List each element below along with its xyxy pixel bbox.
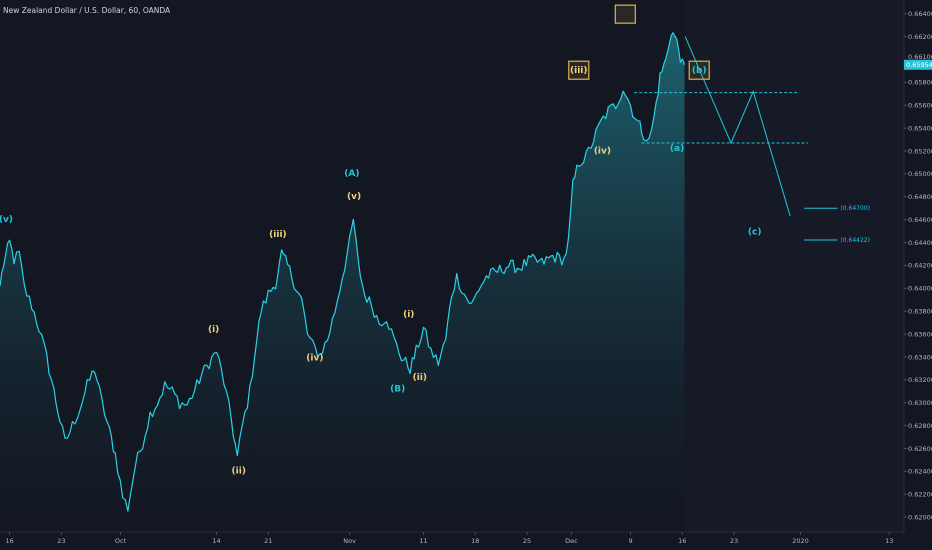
wave-box	[614, 4, 636, 24]
last-price-label: 0.65954	[906, 61, 932, 69]
x-tick-label: 23	[730, 537, 738, 545]
wave-label: (ii)	[232, 467, 246, 477]
wave-label: (A)	[344, 169, 359, 179]
x-tick-label: 21	[264, 537, 272, 545]
wave-label: (v)	[347, 192, 361, 202]
price-area-fill	[0, 32, 685, 532]
x-axis-ticks: 16 23 Oct 14 21 Nov 11 18 25 Dec 9 16 23 2020 13	[5, 532, 893, 545]
wave-label: (i)	[403, 310, 414, 320]
wave-label: (iii)	[269, 230, 286, 240]
target-level-label: (0.64700)	[840, 205, 870, 212]
wave-label: (i)	[208, 325, 219, 335]
wave-labels: (v) (i) (ii) (iii) (iv) (A) (v) (i) (ii) (B) (iii)…	[0, 66, 762, 477]
partial-price-label: 0.66100	[908, 53, 932, 61]
x-tick-label: Oct	[115, 537, 127, 545]
x-tick-label: 16	[678, 537, 686, 545]
projection-lines	[684, 36, 791, 217]
y-axis-panel	[904, 0, 932, 532]
x-tick-label: 14	[212, 537, 220, 545]
future-shade	[684, 0, 904, 532]
x-axis-panel	[0, 532, 932, 550]
target-level-label: (0.64422)	[840, 237, 870, 244]
projection-path	[684, 36, 791, 217]
price-series	[0, 32, 686, 512]
wave-label: (v)	[0, 215, 13, 225]
wave-label: (c)	[748, 228, 762, 238]
level-lines	[634, 92, 808, 144]
x-tick-label: 16	[5, 537, 13, 545]
x-tick-label: 23	[57, 537, 65, 545]
wave-label: (a)	[670, 144, 684, 154]
x-tick-label: 13	[885, 537, 893, 545]
x-tick-label: Nov	[343, 537, 356, 545]
target-labels: (0.64700) (0.64422)	[804, 205, 870, 244]
wave-label: (iv)	[306, 353, 323, 363]
wave-box	[688, 60, 710, 80]
wave-label: (B)	[390, 384, 405, 394]
wave-label: (iii)	[570, 66, 587, 76]
wave-label: (b)	[692, 66, 707, 76]
last-price-badge	[904, 59, 932, 70]
x-tick-label: 2020	[792, 537, 809, 545]
x-tick-label: 11	[419, 537, 427, 545]
wave-label: (iv)	[594, 146, 611, 156]
x-tick-label: 18	[471, 537, 479, 545]
y-tick-label: 0.66400	[908, 10, 932, 18]
price-line	[0, 32, 686, 512]
price-area	[0, 32, 685, 532]
wave-label: (ii)	[413, 373, 427, 383]
chart-title: New Zealand Dollar / U.S. Dollar, 60, OA…	[3, 6, 171, 15]
x-tick-label: 25	[523, 537, 531, 545]
x-tick-label: 9	[628, 537, 632, 545]
wave-boxes	[568, 4, 710, 80]
x-tick-label: Dec	[565, 537, 578, 545]
wave-box	[568, 60, 590, 80]
